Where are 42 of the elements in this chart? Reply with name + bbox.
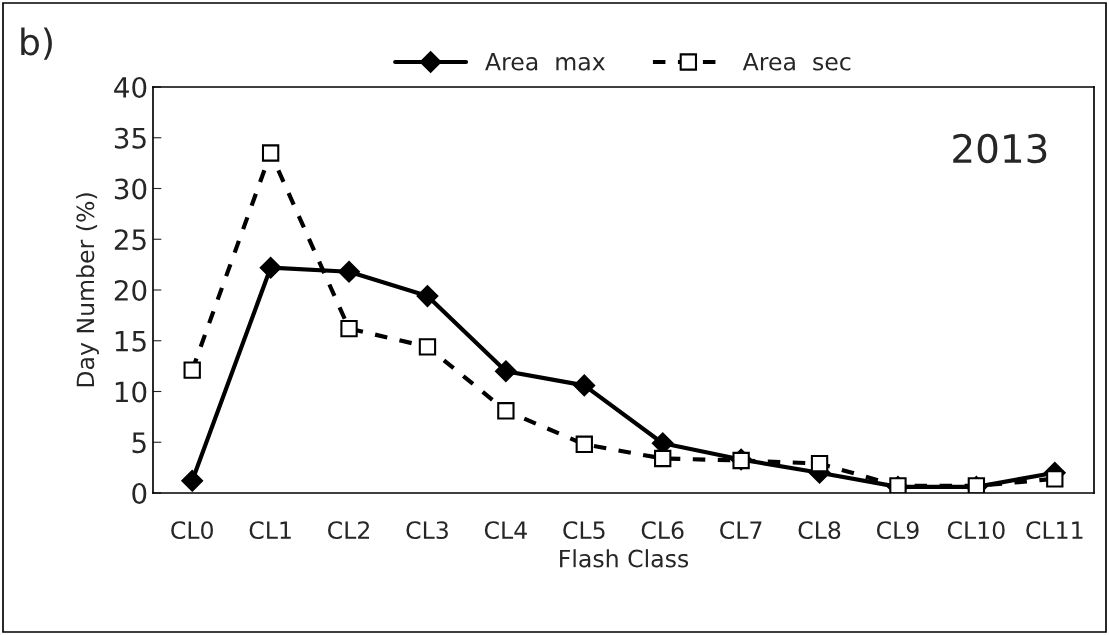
- x-tick-label: CL1: [249, 521, 291, 540]
- point: [810, 454, 829, 473]
- text: b): [21, 27, 52, 60]
- legend-label: Area max: [485, 53, 605, 71]
- y-tick-label: 25: [114, 229, 146, 251]
- point: [497, 402, 515, 420]
- x-tick-label: CL5: [563, 521, 605, 540]
- y-tick-label: 35: [114, 127, 146, 149]
- x-tick-label: CL0: [171, 521, 213, 540]
- y-tick-label: 20: [114, 279, 147, 301]
- y-tick-label: 40: [114, 76, 147, 98]
- y-tick-label: 5: [132, 432, 146, 454]
- y-axis-title: Day Number (%): [76, 193, 99, 387]
- point: [573, 374, 596, 397]
- y-tick-label: 15: [115, 331, 146, 352]
- x-tick-label: CL11: [1026, 521, 1083, 540]
- x-tick-label: CL2: [328, 521, 370, 540]
- x-axis-title: Flash Class: [560, 549, 689, 568]
- legend-label: Area sec: [742, 53, 851, 71]
- point: [340, 319, 358, 338]
- point: [416, 285, 439, 307]
- y-tick-label: 30: [114, 178, 147, 200]
- x-tick-label: CL10: [947, 521, 1005, 540]
- x-tick-label: CL9: [876, 521, 919, 540]
- point: [1046, 470, 1064, 488]
- x-tick-label: CL3: [406, 521, 448, 540]
- point: [181, 469, 204, 492]
- point: [495, 360, 517, 383]
- y-tick-label: 10: [115, 381, 147, 403]
- point: [654, 449, 672, 468]
- x-tick-label: CL7: [720, 521, 762, 540]
- point: [259, 256, 282, 279]
- point: [575, 435, 593, 453]
- point: [183, 361, 201, 379]
- point: [418, 338, 437, 356]
- point: [338, 260, 360, 283]
- y-tick-label: 0: [132, 482, 147, 504]
- x-tick-label: CL8: [798, 521, 841, 540]
- point: [261, 144, 280, 162]
- annotation: 2013: [953, 133, 1047, 164]
- x-tick-label: CL4: [484, 521, 527, 540]
- x-tick-label: CL6: [641, 521, 684, 540]
